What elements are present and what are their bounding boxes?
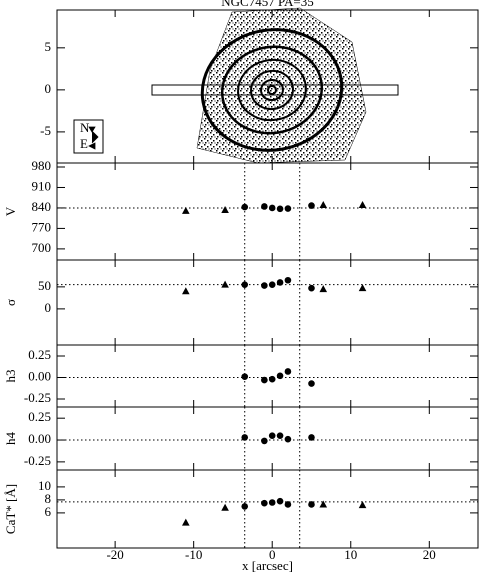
y-axis-label: V	[3, 206, 18, 216]
chart-title: NGC7457 PA=35	[221, 0, 313, 9]
point	[182, 206, 190, 214]
point	[308, 202, 315, 209]
y-tick-label: 0.00	[28, 431, 51, 446]
point	[268, 432, 276, 439]
point	[241, 281, 249, 288]
y-axis-label: CaT* [Å]	[3, 484, 18, 534]
x-tick-label: 10	[344, 547, 357, 562]
y-tick-label: -0.25	[24, 453, 51, 468]
point	[319, 285, 328, 293]
x-tick-label: 0	[269, 547, 276, 562]
point	[276, 279, 284, 286]
point	[268, 281, 276, 288]
point	[261, 499, 268, 507]
y-tick-label: 840	[32, 199, 52, 214]
slit	[151, 84, 399, 96]
y-tick-label: 5	[45, 39, 52, 54]
y-tick-label: 10	[38, 478, 51, 493]
point	[221, 280, 229, 288]
point	[319, 201, 328, 209]
y-tick-label: 0	[45, 81, 52, 96]
point	[284, 205, 292, 212]
y-tick-label: 980	[32, 158, 52, 173]
x-axis-label: x [arcsec]	[242, 558, 293, 572]
point	[268, 499, 276, 506]
point	[276, 497, 284, 505]
point	[276, 205, 284, 213]
point	[261, 437, 268, 445]
point	[221, 503, 229, 511]
y-axis-label: σ	[3, 299, 18, 306]
y-tick-label: 8	[45, 491, 52, 506]
compass-box	[73, 119, 104, 154]
point	[241, 373, 249, 380]
y-axis-label: h3	[3, 370, 18, 383]
point	[261, 203, 268, 210]
point	[268, 375, 276, 383]
y-tick-label: -0.25	[24, 390, 51, 405]
point	[241, 203, 249, 211]
y-tick-label: -5	[40, 123, 51, 138]
point	[261, 376, 268, 384]
point	[221, 205, 229, 213]
point	[261, 282, 268, 289]
panel-frame	[56, 344, 479, 408]
y-tick-label: 0.25	[28, 409, 51, 424]
point	[319, 500, 328, 508]
panel-frame	[56, 162, 479, 261]
x-tick-label: -10	[185, 547, 202, 562]
point	[358, 284, 367, 292]
point	[284, 368, 292, 375]
y-tick-label: 50	[38, 278, 51, 293]
y-tick-label: 770	[32, 219, 52, 234]
y-tick-label: 0.25	[28, 347, 51, 362]
x-tick-label: 20	[423, 547, 436, 562]
point	[284, 435, 292, 443]
compass-e: E	[80, 136, 88, 151]
point	[276, 372, 284, 380]
panel-frame	[56, 469, 479, 549]
panel-frame	[56, 406, 479, 471]
point	[182, 518, 190, 526]
point	[308, 380, 315, 387]
x-tick-label: -20	[106, 547, 123, 562]
y-tick-label: 0	[45, 300, 52, 315]
panel-frame	[56, 259, 479, 346]
point	[276, 432, 284, 439]
point	[358, 201, 367, 209]
compass-n: N	[80, 120, 90, 135]
point	[268, 204, 276, 212]
point	[241, 434, 249, 441]
y-tick-label: 910	[32, 178, 52, 193]
point	[358, 501, 367, 509]
y-tick-label: 6	[45, 504, 52, 519]
point	[182, 287, 190, 295]
y-tick-label: 700	[32, 240, 52, 255]
y-axis-label: h4	[3, 432, 18, 446]
galaxy-image: N E	[73, 7, 399, 164]
point	[308, 284, 315, 292]
point	[308, 434, 315, 441]
point	[284, 501, 292, 508]
point	[284, 276, 292, 284]
point	[241, 503, 249, 510]
point	[308, 501, 315, 508]
y-tick-label: 0.00	[28, 368, 51, 383]
